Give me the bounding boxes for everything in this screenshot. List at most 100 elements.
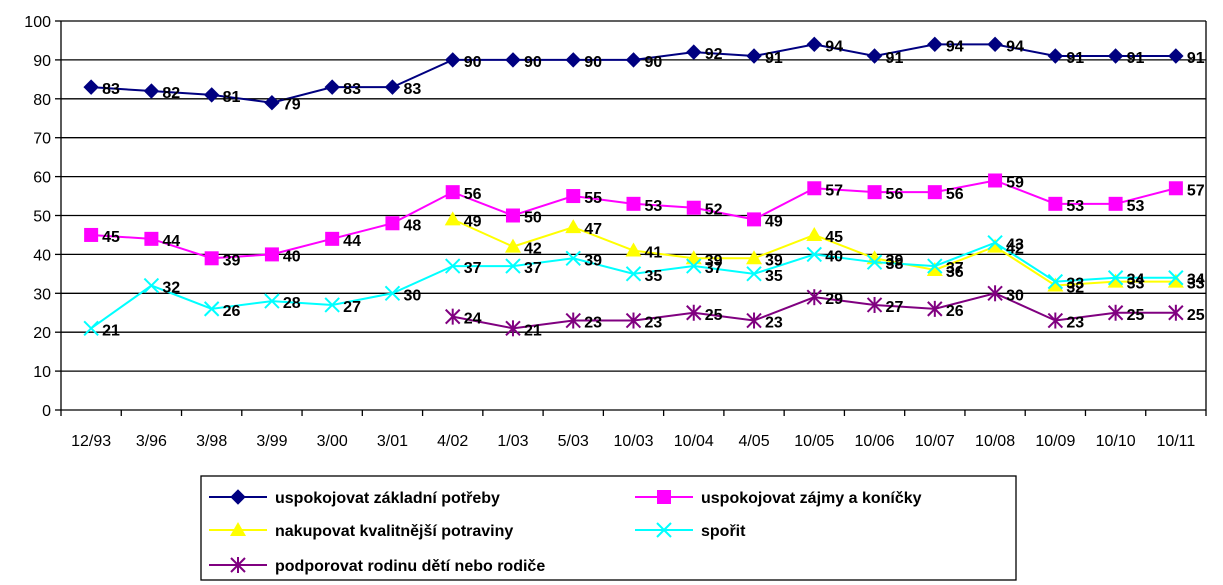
legend-item-2: nakupovat kvalitnější potraviny bbox=[209, 522, 513, 540]
data-label: 83 bbox=[403, 81, 421, 98]
marker bbox=[445, 258, 461, 274]
data-label: 39 bbox=[223, 252, 241, 269]
marker bbox=[866, 254, 883, 270]
data-label: 39 bbox=[705, 252, 723, 269]
x-tick-label: 3/00 bbox=[317, 433, 348, 450]
y-tick-label: 30 bbox=[33, 286, 51, 303]
data-label: 82 bbox=[162, 85, 180, 102]
data-label: 53 bbox=[645, 198, 663, 215]
legend-label: podporovat rodinu dětí nebo rodiče bbox=[275, 558, 545, 575]
data-label: 42 bbox=[1006, 241, 1024, 258]
marker bbox=[565, 52, 581, 68]
y-tick-label: 70 bbox=[33, 131, 51, 148]
marker bbox=[143, 277, 160, 294]
data-label: 29 bbox=[825, 291, 843, 308]
marker bbox=[445, 308, 461, 325]
data-label: 39 bbox=[584, 252, 602, 269]
marker bbox=[806, 36, 822, 53]
marker bbox=[203, 301, 220, 317]
y-tick-label: 50 bbox=[33, 209, 51, 226]
series-1 bbox=[84, 173, 1183, 266]
data-label: 83 bbox=[343, 81, 361, 98]
legend-label: nakupovat kvalitnější potraviny bbox=[275, 523, 513, 540]
x-tick-label: 3/99 bbox=[256, 433, 287, 450]
data-label: 40 bbox=[825, 248, 843, 265]
legend-label: uspokojovat zájmy a koníčky bbox=[701, 490, 922, 507]
data-label: 90 bbox=[645, 54, 663, 71]
marker bbox=[987, 285, 1003, 302]
marker bbox=[1047, 312, 1064, 329]
legend-item-0: uspokojovat základní potřeby bbox=[209, 489, 500, 507]
marker bbox=[927, 185, 942, 200]
data-label: 34 bbox=[1127, 272, 1145, 289]
data-label: 90 bbox=[464, 54, 482, 71]
series-layer bbox=[83, 36, 1184, 337]
data-label: 36 bbox=[946, 264, 964, 281]
marker bbox=[656, 522, 672, 538]
marker bbox=[927, 36, 943, 53]
data-label: 27 bbox=[343, 299, 361, 316]
marker bbox=[230, 557, 246, 573]
series-4 bbox=[445, 285, 1184, 337]
legend-label: uspokojovat základní potřeby bbox=[275, 490, 500, 507]
data-label: 28 bbox=[283, 295, 301, 312]
legend-item-1: uspokojovat zájmy a koníčky bbox=[635, 490, 922, 507]
marker bbox=[325, 231, 340, 246]
data-label: 39 bbox=[886, 252, 904, 269]
data-label: 47 bbox=[584, 221, 602, 238]
data-label: 57 bbox=[825, 182, 843, 199]
data-label: 23 bbox=[645, 315, 663, 332]
data-label: 94 bbox=[1006, 38, 1024, 55]
x-tick-label: 10/09 bbox=[1035, 433, 1075, 450]
data-label: 27 bbox=[886, 299, 904, 316]
x-tick-label: 10/05 bbox=[794, 433, 834, 450]
data-label: 79 bbox=[283, 97, 301, 114]
marker bbox=[1107, 273, 1124, 288]
data-label: 90 bbox=[584, 54, 602, 71]
marker bbox=[747, 212, 762, 227]
legend-box bbox=[200, 475, 1017, 581]
marker bbox=[264, 94, 280, 111]
marker bbox=[203, 87, 220, 103]
data-label: 23 bbox=[584, 315, 602, 332]
data-label: 56 bbox=[464, 186, 482, 203]
data-label: 41 bbox=[645, 245, 663, 262]
marker bbox=[324, 297, 340, 313]
series-0 bbox=[83, 36, 1184, 111]
marker bbox=[686, 304, 702, 321]
data-label: 35 bbox=[765, 268, 783, 285]
data-label: 56 bbox=[946, 186, 964, 203]
data-label: 25 bbox=[705, 307, 723, 324]
marker bbox=[927, 300, 943, 317]
y-tick-label: 20 bbox=[33, 325, 51, 342]
marker bbox=[143, 83, 160, 99]
marker bbox=[264, 293, 280, 309]
marker bbox=[1168, 48, 1184, 64]
marker bbox=[686, 200, 701, 215]
marker bbox=[987, 235, 1003, 251]
data-label: 37 bbox=[464, 260, 482, 277]
marker bbox=[625, 312, 642, 329]
marker bbox=[806, 289, 822, 306]
y-tick-label: 100 bbox=[24, 14, 51, 31]
x-tick-label: 4/02 bbox=[437, 433, 468, 450]
x-tick-label: 10/11 bbox=[1156, 433, 1195, 450]
data-label: 39 bbox=[765, 252, 783, 269]
marker bbox=[264, 247, 279, 262]
marker bbox=[1168, 304, 1184, 321]
data-label: 40 bbox=[283, 248, 301, 265]
x-tick-label: 10/08 bbox=[975, 433, 1015, 450]
marker bbox=[987, 36, 1003, 53]
data-label: 59 bbox=[1006, 174, 1024, 191]
data-label: 92 bbox=[705, 46, 723, 63]
data-label: 26 bbox=[223, 303, 241, 320]
marker bbox=[987, 238, 1004, 253]
data-label: 94 bbox=[825, 38, 843, 55]
marker bbox=[384, 79, 401, 95]
marker bbox=[1107, 48, 1124, 64]
marker bbox=[505, 52, 521, 68]
marker bbox=[565, 219, 582, 234]
data-label: 90 bbox=[524, 54, 542, 71]
data-label: 23 bbox=[765, 315, 783, 332]
marker bbox=[807, 181, 822, 196]
